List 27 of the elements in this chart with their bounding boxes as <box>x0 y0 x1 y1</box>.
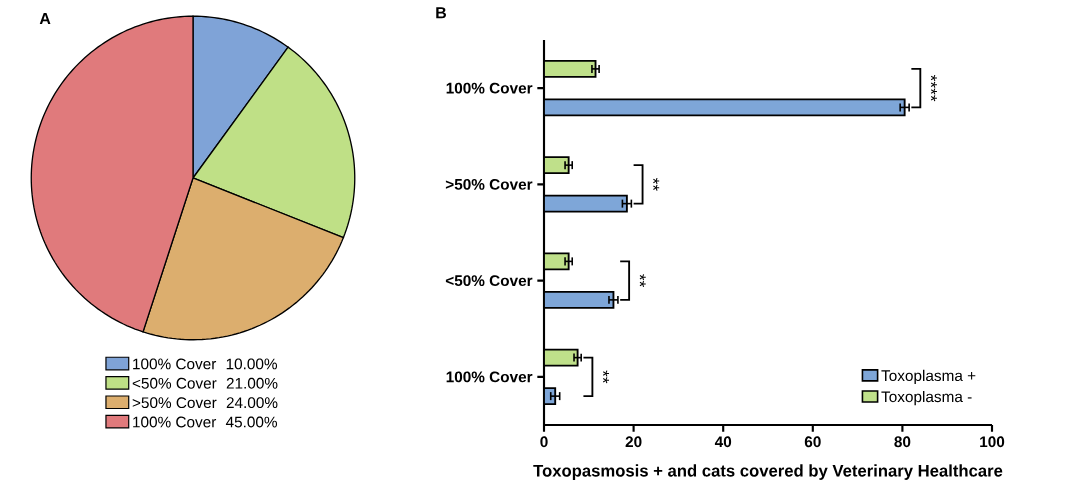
data-label: 24.00% <box>226 397 278 409</box>
chart-title: B <box>436 7 447 19</box>
annotation: ** <box>653 177 660 191</box>
x-tick-label: 80 <box>894 436 911 448</box>
legend-label: Toxoplasma - <box>881 390 972 406</box>
annotation: **** <box>930 74 937 102</box>
y-tick-label: 100% Cover <box>446 371 533 383</box>
y-tick-label: >50% Cover <box>445 178 533 190</box>
legend-label: 100% Cover <box>133 358 217 370</box>
annotation: ** <box>602 370 610 384</box>
x-axis-title: Toxopasmosis + and cats covered by Veterinary Healthcare <box>533 464 1003 480</box>
data-label: 21.00% <box>226 377 278 389</box>
data-label: 45.00% <box>225 416 278 428</box>
legend-label: >50% Cover <box>132 397 217 409</box>
y-tick-label: 100% Cover <box>446 82 533 94</box>
x-tick-label: 60 <box>804 436 821 448</box>
chart-title: A <box>39 13 51 25</box>
legend-label: 100% Cover <box>133 416 217 428</box>
x-tick-label: 0 <box>540 436 548 448</box>
y-tick-label: <50% Cover <box>445 275 533 287</box>
legend-label: Toxoplasma + <box>881 369 976 385</box>
annotation: ** <box>639 274 646 288</box>
x-tick-label: 100 <box>980 436 1005 448</box>
legend-label: <50% Cover <box>132 377 217 389</box>
x-tick-label: 20 <box>625 436 642 448</box>
data-label: 10.00% <box>226 358 278 370</box>
x-tick-label: 40 <box>714 436 732 448</box>
